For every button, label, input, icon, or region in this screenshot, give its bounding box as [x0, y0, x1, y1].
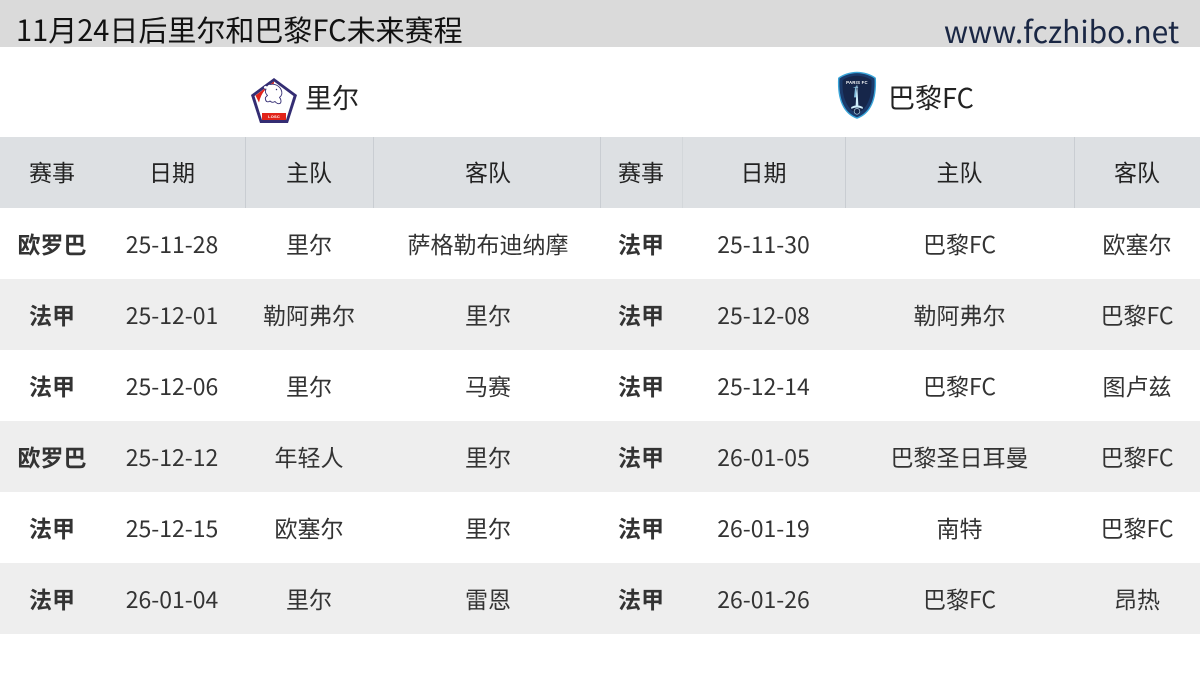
- svg-text:PARIS FC: PARIS FC: [846, 80, 868, 85]
- svg-text:LOSC: LOSC: [268, 114, 280, 119]
